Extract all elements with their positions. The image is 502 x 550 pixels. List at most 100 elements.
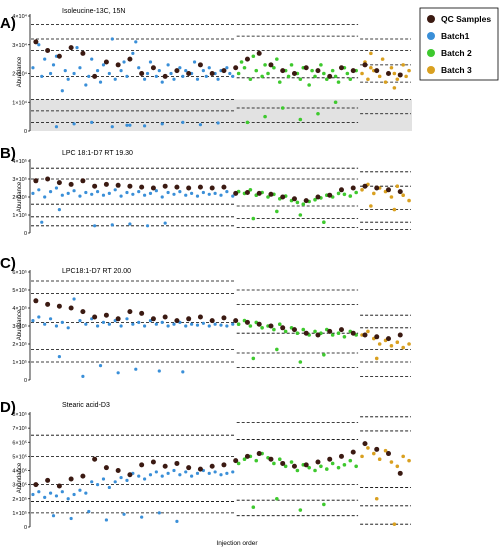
batch1-point [154, 74, 158, 78]
batch2-point [324, 467, 329, 471]
batch1-point [72, 297, 76, 301]
batch1-point [143, 124, 147, 128]
y-tick-label: 0 [24, 231, 27, 237]
batch1-point [195, 77, 200, 81]
qc-point [209, 185, 215, 191]
batch1-point [190, 191, 194, 195]
batch3-point [369, 51, 373, 56]
y-tick-label: 0 [24, 129, 27, 135]
qc-point [80, 309, 86, 315]
qc-point [327, 456, 333, 462]
batch1-point [72, 492, 76, 497]
batch3-point [407, 198, 411, 203]
batch1-point [95, 69, 100, 73]
batch3-point [374, 356, 379, 361]
batch1-point [43, 57, 47, 61]
batch1-point [181, 370, 185, 374]
qc-point [350, 449, 356, 455]
batch1-point [231, 74, 235, 78]
qc-point [174, 184, 180, 190]
qc-point [256, 50, 262, 56]
y-tick-label: 2×10⁴ [12, 71, 27, 78]
batch3-point [389, 195, 394, 199]
batch1-point [125, 123, 129, 127]
batch2-point [286, 74, 291, 79]
qc-point [197, 466, 203, 472]
y-axis-label: Abundance [17, 56, 23, 87]
qc-point [338, 453, 344, 459]
batch1-point [113, 480, 117, 484]
batch1-point [78, 319, 82, 323]
qc-point [139, 462, 145, 468]
batch1-point [148, 473, 153, 477]
batch1-point [190, 322, 194, 326]
y-tick-label: 0 [24, 525, 27, 531]
y-tick-label: 5×10⁵ [12, 453, 27, 460]
batch1-point [119, 475, 123, 480]
batch1-point [40, 74, 44, 78]
batch2-point [313, 329, 317, 334]
batch1-point [63, 69, 67, 73]
qc-point [233, 458, 239, 464]
batch1-point [166, 324, 170, 328]
y-tick-label: 4×10⁵ [12, 158, 27, 165]
batch1-point [207, 192, 211, 196]
batch1-point [154, 189, 158, 193]
batch1-point [228, 71, 232, 76]
y-tick-label: 8×10⁵ [12, 411, 27, 418]
batch2-point [330, 68, 335, 73]
batch1-point [40, 220, 44, 224]
batch1-point [54, 324, 59, 328]
batch1-point [81, 374, 85, 378]
batch3-point [401, 193, 405, 197]
qc-point [397, 72, 403, 78]
batch1-point [54, 186, 59, 190]
qc-point [221, 68, 227, 74]
batch3-point [392, 207, 397, 212]
batch2-point [295, 200, 300, 205]
batch1-point [37, 43, 41, 47]
batch2-point [342, 335, 347, 339]
batch2-point [248, 77, 253, 82]
batch3-point [366, 77, 370, 82]
qc-point [385, 71, 391, 76]
batch1-point [160, 80, 164, 84]
qc-point [233, 318, 239, 324]
batch2-point [330, 461, 335, 466]
qc-point [303, 462, 309, 468]
batch1-point [225, 324, 229, 328]
batch2-point [254, 68, 259, 73]
batch1-point [95, 324, 100, 328]
batch1-point [60, 490, 64, 494]
qc-point [56, 303, 62, 309]
batch1-point [148, 60, 153, 64]
qc-point [374, 446, 380, 452]
batch1-point [166, 190, 170, 195]
qc-point [374, 68, 380, 74]
y-tick-label: 5×10⁵ [12, 287, 27, 294]
qc-point [280, 194, 286, 200]
batch1-point [57, 355, 61, 359]
batch1-point [216, 77, 220, 81]
batch1-point [101, 477, 106, 481]
batch2-point [254, 458, 259, 463]
batch1-point [72, 122, 76, 126]
batch1-point [78, 488, 82, 492]
qc-point [115, 62, 121, 68]
batch1-point [160, 474, 164, 478]
batch2-point [289, 63, 294, 67]
batch1-point [66, 191, 70, 195]
batch1-point [231, 194, 235, 198]
batch1-point [190, 474, 194, 478]
qc-point [327, 192, 333, 198]
y-tick-label: 1×10⁴ [12, 99, 27, 106]
batch1-point [48, 71, 53, 76]
batch3-point [407, 458, 411, 463]
batch1-point [128, 123, 132, 127]
x-axis-label: Injection order [216, 540, 258, 547]
qc-point [56, 53, 62, 59]
batch3-point [377, 342, 382, 346]
batch3-point [392, 522, 397, 526]
batch1-point [219, 323, 223, 327]
qc-point [362, 441, 368, 447]
